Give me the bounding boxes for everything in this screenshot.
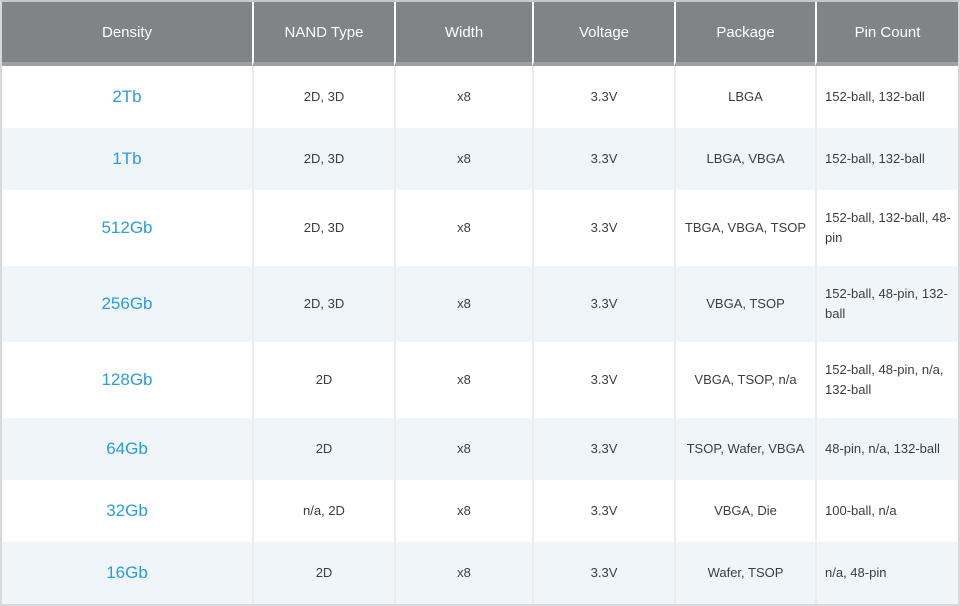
cell-nand_type: 2D bbox=[252, 542, 394, 604]
cell-width: x8 bbox=[394, 266, 532, 342]
table-header-row: Density NAND Type Width Voltage Package Pin C… bbox=[2, 2, 958, 66]
cell-package: VBGA, TSOP, n/a bbox=[674, 342, 815, 418]
cell-nand_type: 2D, 3D bbox=[252, 66, 394, 128]
cell-width: x8 bbox=[394, 480, 532, 542]
table-row: 16Gb 2D x8 3.3V Wafer, TSOP n/a, 48-pin bbox=[2, 542, 958, 604]
cell-density: 512Gb bbox=[2, 190, 252, 266]
cell-density: 128Gb bbox=[2, 342, 252, 418]
cell-voltage: 3.3V bbox=[532, 66, 674, 128]
cell-density: 16Gb bbox=[2, 542, 252, 604]
density-link[interactable]: 1Tb bbox=[112, 148, 142, 168]
cell-nand_type: 2D, 3D bbox=[252, 128, 394, 190]
cell-width: x8 bbox=[394, 66, 532, 128]
table-row: 128Gb 2D x8 3.3V VBGA, TSOP, n/a 152-ball, 48… bbox=[2, 342, 958, 418]
table-row: 256Gb 2D, 3D x8 3.3V VBGA, TSOP 152-ball, 48-… bbox=[2, 266, 958, 342]
cell-nand_type: 2D bbox=[252, 342, 394, 418]
cell-package: TSOP, Wafer, VBGA bbox=[674, 418, 815, 480]
cell-package: VBGA, Die bbox=[674, 480, 815, 542]
table-row: 1Tb 2D, 3D x8 3.3V LBGA, VBGA 152-ball, 132-b… bbox=[2, 128, 958, 190]
column-header-package: Package bbox=[674, 2, 815, 66]
table-body: 2Tb 2D, 3D x8 3.3V LBGA 152-ball, 132-ball 1Tb… bbox=[2, 66, 958, 604]
table-row: 2Tb 2D, 3D x8 3.3V LBGA 152-ball, 132-ball bbox=[2, 66, 958, 128]
cell-voltage: 3.3V bbox=[532, 542, 674, 604]
cell-density: 32Gb bbox=[2, 480, 252, 542]
column-header-density: Density bbox=[2, 2, 252, 66]
cell-width: x8 bbox=[394, 190, 532, 266]
density-link[interactable]: 16Gb bbox=[106, 562, 148, 582]
cell-nand_type: 2D, 3D bbox=[252, 190, 394, 266]
column-header-voltage: Voltage bbox=[532, 2, 674, 66]
cell-width: x8 bbox=[394, 128, 532, 190]
cell-pin_count: 100-ball, n/a bbox=[815, 480, 958, 542]
cell-width: x8 bbox=[394, 418, 532, 480]
cell-package: TBGA, VBGA, TSOP bbox=[674, 190, 815, 266]
density-link[interactable]: 128Gb bbox=[101, 369, 153, 389]
cell-density: 256Gb bbox=[2, 266, 252, 342]
cell-voltage: 3.3V bbox=[532, 128, 674, 190]
cell-density: 2Tb bbox=[2, 66, 252, 128]
cell-nand_type: 2D bbox=[252, 418, 394, 480]
density-link[interactable]: 32Gb bbox=[106, 500, 148, 520]
table-row: 32Gb n/a, 2D x8 3.3V VBGA, Die 100-ball, n/a bbox=[2, 480, 958, 542]
cell-width: x8 bbox=[394, 342, 532, 418]
density-link[interactable]: 2Tb bbox=[112, 86, 142, 106]
cell-voltage: 3.3V bbox=[532, 342, 674, 418]
cell-density: 64Gb bbox=[2, 418, 252, 480]
density-link[interactable]: 64Gb bbox=[106, 438, 148, 458]
cell-pin_count: 152-ball, 132-ball bbox=[815, 66, 958, 128]
cell-pin_count: 152-ball, 48-pin, 132-ball bbox=[815, 266, 958, 342]
cell-pin_count: 152-ball, 48-pin, n/a, 132-ball bbox=[815, 342, 958, 418]
density-link[interactable]: 512Gb bbox=[101, 217, 153, 237]
cell-package: Wafer, TSOP bbox=[674, 542, 815, 604]
cell-voltage: 3.3V bbox=[532, 480, 674, 542]
cell-pin_count: 48-pin, n/a, 132-ball bbox=[815, 418, 958, 480]
column-header-width: Width bbox=[394, 2, 532, 66]
column-header-nand_type: NAND Type bbox=[252, 2, 394, 66]
cell-width: x8 bbox=[394, 542, 532, 604]
cell-nand_type: n/a, 2D bbox=[252, 480, 394, 542]
cell-pin_count: 152-ball, 132-ball, 48-pin bbox=[815, 190, 958, 266]
cell-density: 1Tb bbox=[2, 128, 252, 190]
cell-pin_count: n/a, 48-pin bbox=[815, 542, 958, 604]
cell-package: LBGA bbox=[674, 66, 815, 128]
cell-package: VBGA, TSOP bbox=[674, 266, 815, 342]
cell-voltage: 3.3V bbox=[532, 266, 674, 342]
cell-voltage: 3.3V bbox=[532, 190, 674, 266]
table-row: 64Gb 2D x8 3.3V TSOP, Wafer, VBGA 48-pin, n/a… bbox=[2, 418, 958, 480]
column-header-pin_count: Pin Count bbox=[815, 2, 958, 66]
cell-pin_count: 152-ball, 132-ball bbox=[815, 128, 958, 190]
table-row: 512Gb 2D, 3D x8 3.3V TBGA, VBGA, TSOP 152-bal… bbox=[2, 190, 958, 266]
cell-nand_type: 2D, 3D bbox=[252, 266, 394, 342]
density-link[interactable]: 256Gb bbox=[101, 293, 153, 313]
cell-voltage: 3.3V bbox=[532, 418, 674, 480]
cell-package: LBGA, VBGA bbox=[674, 128, 815, 190]
